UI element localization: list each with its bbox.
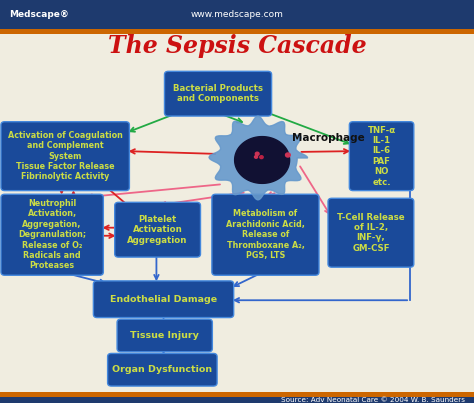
Text: Bacterial Products
and Components: Bacterial Products and Components	[173, 84, 263, 104]
Bar	[0, 0, 474, 29]
FancyBboxPatch shape	[164, 71, 272, 116]
FancyBboxPatch shape	[117, 319, 212, 352]
Text: Metabolism of
Arachidonic Acid,
Release of
Thromboxane A₂,
PGS, LTS: Metabolism of Arachidonic Acid, Release …	[226, 210, 305, 260]
Text: TNF-α
IL-1
IL-6
PAF
NO
etc.: TNF-α IL-1 IL-6 PAF NO etc.	[367, 126, 396, 187]
Bar	[0, 29, 474, 34]
Bar	[0, 392, 474, 397]
Text: Activation of Coagulation
and Complement
System
Tissue Factor Release
Fibrinolyt: Activation of Coagulation and Complement…	[8, 131, 123, 181]
Bar	[0, 397, 474, 403]
FancyBboxPatch shape	[108, 353, 217, 386]
FancyBboxPatch shape	[328, 198, 414, 267]
FancyBboxPatch shape	[115, 202, 201, 257]
Polygon shape	[235, 137, 290, 183]
FancyBboxPatch shape	[349, 122, 414, 191]
Text: Neutrophil
Activation,
Aggregation,
Degranulation;
Release of O₂
Radicals and
Pr: Neutrophil Activation, Aggregation, Degr…	[18, 199, 86, 270]
Text: Platelet
Activation
Aggregation: Platelet Activation Aggregation	[128, 215, 188, 245]
Text: Source: Adv Neonatal Care © 2004 W. B. Saunders: Source: Adv Neonatal Care © 2004 W. B. S…	[281, 397, 465, 403]
Text: Organ Dysfunction: Organ Dysfunction	[112, 365, 212, 374]
Circle shape	[260, 156, 263, 159]
Circle shape	[255, 152, 259, 156]
Text: The Sepsis Cascade: The Sepsis Cascade	[108, 34, 366, 58]
FancyBboxPatch shape	[1, 122, 129, 191]
Text: Tissue Injury: Tissue Injury	[130, 331, 199, 340]
Polygon shape	[209, 116, 308, 200]
Text: Macrophage: Macrophage	[292, 133, 364, 143]
Circle shape	[255, 156, 257, 158]
Text: Medscape®: Medscape®	[9, 10, 69, 19]
FancyBboxPatch shape	[212, 194, 319, 275]
Text: www.medscape.com: www.medscape.com	[191, 10, 283, 19]
Text: T-Cell Release
of IL-2,
INF-γ,
GM-CSF: T-Cell Release of IL-2, INF-γ, GM-CSF	[337, 213, 405, 253]
FancyBboxPatch shape	[93, 281, 234, 318]
Text: Endothelial Damage: Endothelial Damage	[110, 295, 217, 304]
Circle shape	[285, 153, 290, 157]
FancyBboxPatch shape	[1, 194, 103, 275]
